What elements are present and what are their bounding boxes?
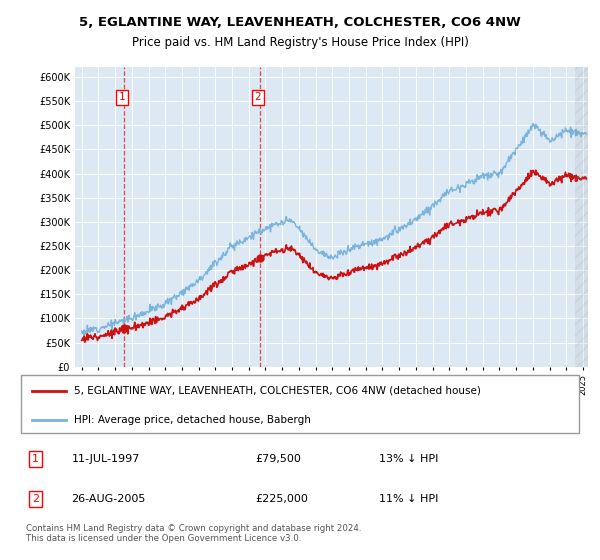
Text: Price paid vs. HM Land Registry's House Price Index (HPI): Price paid vs. HM Land Registry's House … bbox=[131, 36, 469, 49]
Text: 26-AUG-2005: 26-AUG-2005 bbox=[71, 494, 146, 505]
Text: 13% ↓ HPI: 13% ↓ HPI bbox=[379, 454, 439, 464]
Text: 1: 1 bbox=[32, 454, 39, 464]
FancyBboxPatch shape bbox=[21, 375, 579, 433]
Text: 11% ↓ HPI: 11% ↓ HPI bbox=[379, 494, 439, 505]
Text: 1: 1 bbox=[119, 92, 125, 102]
Text: 5, EGLANTINE WAY, LEAVENHEATH, COLCHESTER, CO6 4NW: 5, EGLANTINE WAY, LEAVENHEATH, COLCHESTE… bbox=[79, 16, 521, 29]
Text: 2: 2 bbox=[254, 92, 261, 102]
Text: HPI: Average price, detached house, Babergh: HPI: Average price, detached house, Babe… bbox=[74, 415, 311, 425]
Text: £79,500: £79,500 bbox=[255, 454, 301, 464]
Text: £225,000: £225,000 bbox=[255, 494, 308, 505]
Text: Contains HM Land Registry data © Crown copyright and database right 2024.
This d: Contains HM Land Registry data © Crown c… bbox=[26, 524, 362, 543]
Text: 2: 2 bbox=[32, 494, 39, 505]
Text: 5, EGLANTINE WAY, LEAVENHEATH, COLCHESTER, CO6 4NW (detached house): 5, EGLANTINE WAY, LEAVENHEATH, COLCHESTE… bbox=[74, 385, 481, 395]
Text: 11-JUL-1997: 11-JUL-1997 bbox=[71, 454, 140, 464]
